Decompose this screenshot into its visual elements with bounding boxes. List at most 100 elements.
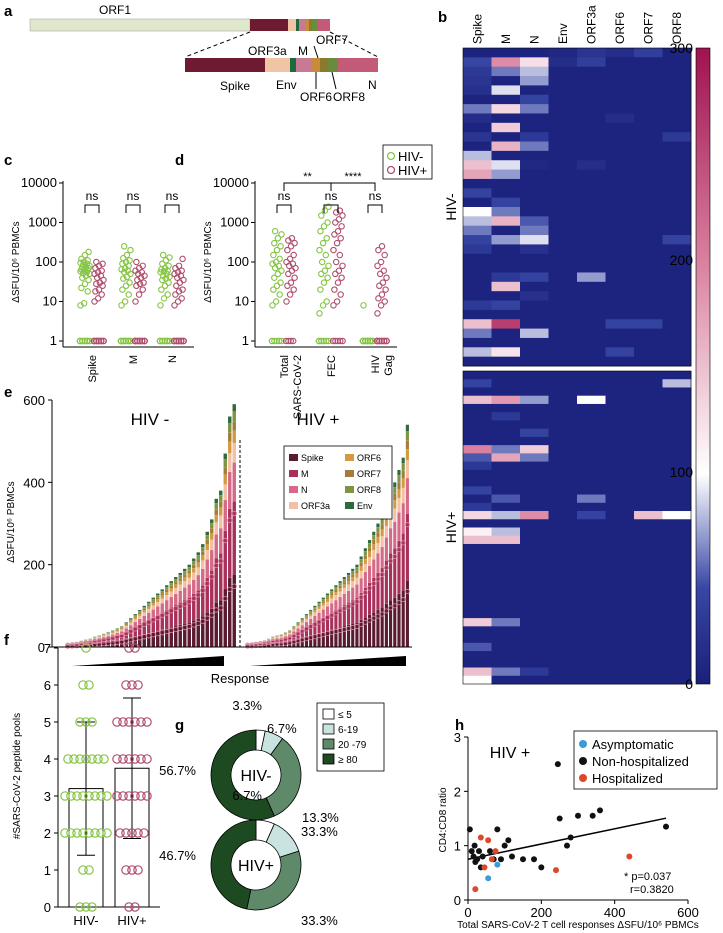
bar-marker-hiv-pos [316,619,322,625]
bar-segment-hiv-neg [205,550,210,560]
bar-segment-hiv-pos [376,552,380,574]
orf1-label: ORF1 [99,3,131,17]
bar-segment-hiv-pos [359,578,363,593]
heatmap-cell-hiv-neg [634,300,663,311]
bar-marker-hiv-pos [383,565,389,571]
heatmap-cell-hiv-neg [577,235,606,245]
bar-segment-hiv-pos [304,636,309,648]
heatmap-column-label: ORF3a [584,5,598,44]
bar-segment-hiv-neg [205,559,210,578]
bar-segment-hiv-pos [321,609,326,618]
heatmap-cell-hiv-neg [605,48,635,58]
heatmap-cell-hiv-neg [491,197,521,208]
y-tick-label: 10000 [21,175,57,190]
heatmap-cell-hiv-neg [548,188,578,199]
bar-segment-hiv-pos [325,594,330,598]
heatmap-cell-hiv-neg [463,113,492,124]
heatmap-cell-hiv-neg [491,113,521,124]
data-point-hiv-pos [172,291,179,298]
heatmap-cell-hiv-neg [577,188,606,199]
heatmap-cell-hiv-pos [491,552,521,561]
bar-segment-hiv-pos [300,618,305,621]
y-tick-label: 0 [44,900,51,915]
bar-segment-hiv-pos [384,525,389,538]
data-point-hiv-neg [77,302,84,309]
heatmap-cell-hiv-pos [491,651,521,660]
bar-segment-hiv-neg [128,618,133,621]
bar-segment-hiv-pos [313,610,317,613]
heatmap-cell-hiv-neg [662,66,692,77]
bar-marker-hiv-neg [182,601,188,607]
bar-marker-hiv-pos [367,585,373,591]
bar-segment-hiv-neg [227,432,232,442]
data-point-hiv-pos [332,258,340,266]
significance-bracket [84,204,100,213]
chart-title: HIV + [490,745,530,762]
heatmap-cell-hiv-pos [634,469,663,479]
data-point-hiv-pos [91,298,98,305]
heatmap-cell-hiv-pos [491,387,521,397]
legend-marker [579,774,587,782]
data-point-hiv-neg [87,717,97,727]
data-point-non-hospitalized [479,853,486,860]
bar-segment-hiv-pos [334,585,338,588]
heatmap-cell-hiv-pos [634,634,663,644]
heatmap-cell-hiv-neg [662,235,692,245]
heatmap-cell-hiv-pos [520,453,549,463]
data-point-hiv-pos [133,258,140,266]
data-point-hiv-neg [165,262,172,270]
bar-segment-hiv-pos [304,614,309,617]
heatmap-cell-hiv-neg [491,160,521,170]
heatmap-cell-hiv-neg [662,244,692,255]
data-point-hiv-pos [374,262,381,270]
bar-segment-hiv-pos [342,604,347,627]
heatmap-cell-hiv-pos [463,428,492,438]
data-point-hiv-neg [120,254,127,262]
heatmap-cell-hiv-pos [605,494,635,504]
heatmap-cell-hiv-neg [577,197,606,208]
heatmap-cell-hiv-neg [463,291,492,301]
y-axis-label: ΔSFU/10⁶ PBMCs [6,481,17,562]
heatmap-cell-hiv-pos [577,634,606,644]
bar-segment-hiv-neg [142,622,147,635]
heatmap-cell-hiv-pos [577,486,606,495]
donut-percent-label: 13.3% [302,810,339,825]
bar-segment-hiv-pos [367,539,372,544]
data-point-hospitalized [485,837,492,844]
heatmap-cell-hiv-neg [548,216,578,227]
heatmap-cell-hiv-pos [577,593,606,603]
data-point-hiv-pos [139,828,149,838]
bar-segment-hiv-neg [200,568,205,586]
bar-segment-hiv-neg [70,644,75,646]
heatmap-cell-hiv-neg [491,253,521,264]
bar-segment-hiv-neg [214,522,219,535]
heatmap-cell-hiv-pos [577,552,606,561]
heatmap-cell-hiv-neg [548,347,578,358]
legend-swatch [289,470,298,477]
heatmap-cell-hiv-neg [548,85,578,96]
bar-segment-hiv-pos [334,628,338,648]
bar-segment-hiv-neg [209,533,214,540]
panel-c-label: c [4,152,12,169]
heatmap-cell-hiv-neg [520,281,549,292]
bar-segment-hiv-neg [160,593,165,596]
heatmap-cell-hiv-pos [548,453,578,463]
bar-segment-hiv-pos [372,535,376,540]
heatmap-cell-hiv-pos [520,568,549,578]
heatmap-cell-hiv-pos [634,651,663,660]
heatmap-cell-hiv-neg [491,188,521,199]
data-point-hiv-pos [332,209,340,216]
heatmap-cell-hiv-neg [634,66,663,77]
bar-segment-hiv-neg [119,626,124,628]
heatmap-cell-hiv-pos [463,593,492,603]
panel-f-label: f [4,632,10,649]
heatmap-cell-hiv-pos [548,428,578,438]
data-point-hiv-pos [112,717,122,727]
bar-segment-hiv-pos [367,565,372,583]
heatmap-cell-hiv-neg [520,253,549,264]
group-label: HIV + [297,410,340,429]
bar-marker-hiv-neg [119,633,125,639]
bar-segment-hiv-neg [178,602,183,625]
bar-segment-hiv-pos [296,626,300,629]
bar-segment-hiv-pos [372,559,376,578]
